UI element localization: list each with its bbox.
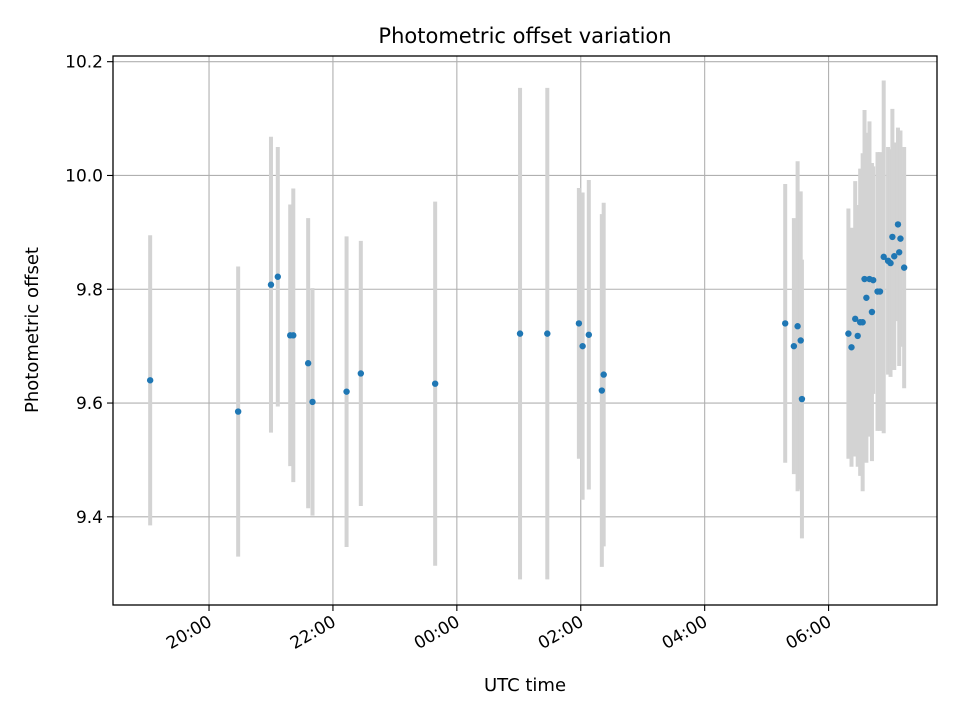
data-point-13	[575, 320, 583, 327]
data-point-21	[797, 337, 804, 344]
data-point-10	[431, 380, 439, 387]
data-point-8	[343, 388, 350, 395]
y-axis-label: Photometric offset	[22, 247, 43, 413]
data-point-18	[782, 320, 789, 327]
data-point-20	[794, 323, 801, 330]
y-axis-ticks: 9.4 9.6 9.8 10.0 10.2	[65, 53, 113, 528]
data-point-2	[267, 281, 275, 288]
data-point-0	[146, 377, 154, 384]
data-point-15	[585, 331, 593, 338]
data-point-35	[876, 288, 884, 295]
data-point-3	[274, 273, 281, 280]
y-tick-label-1: 9.6	[76, 394, 103, 414]
data-point-14	[579, 342, 586, 350]
plot-frame	[112, 55, 938, 606]
data-point-40	[891, 253, 898, 260]
data-point-26	[854, 332, 861, 340]
data-point-19	[790, 342, 798, 350]
data-point-36	[880, 253, 887, 261]
data-point-6	[304, 360, 312, 367]
data-point-12	[544, 330, 551, 337]
data-point-38	[887, 259, 894, 267]
y-tick-label-2: 9.8	[76, 280, 103, 300]
data-point-43	[897, 235, 904, 242]
x-axis-label: UTC time	[484, 675, 566, 696]
data-point-41	[894, 221, 902, 228]
y-tick-label-3: 10.0	[65, 166, 103, 186]
data-point-1	[234, 408, 242, 415]
data-point-39	[889, 233, 896, 241]
data-point-5	[290, 332, 297, 339]
data-point-28	[859, 319, 866, 326]
y-tick-label-0: 9.4	[76, 508, 103, 528]
data-points	[146, 221, 908, 415]
data-point-11	[516, 330, 524, 337]
data-point-9	[357, 370, 365, 377]
data-point-23	[845, 330, 852, 337]
data-point-44	[900, 264, 908, 271]
chart-title: Photometric offset variation	[378, 24, 671, 48]
data-point-7	[309, 398, 316, 406]
data-point-32	[868, 308, 876, 316]
data-point-17	[600, 371, 607, 378]
data-point-16	[598, 387, 606, 394]
data-point-29	[861, 275, 868, 283]
y-tick-label-4: 10.2	[65, 53, 103, 73]
data-point-24	[848, 344, 855, 351]
data-point-42	[896, 249, 903, 256]
data-point-22	[798, 395, 806, 403]
data-point-30	[863, 294, 870, 301]
data-point-25	[852, 315, 859, 323]
data-point-33	[869, 276, 877, 284]
